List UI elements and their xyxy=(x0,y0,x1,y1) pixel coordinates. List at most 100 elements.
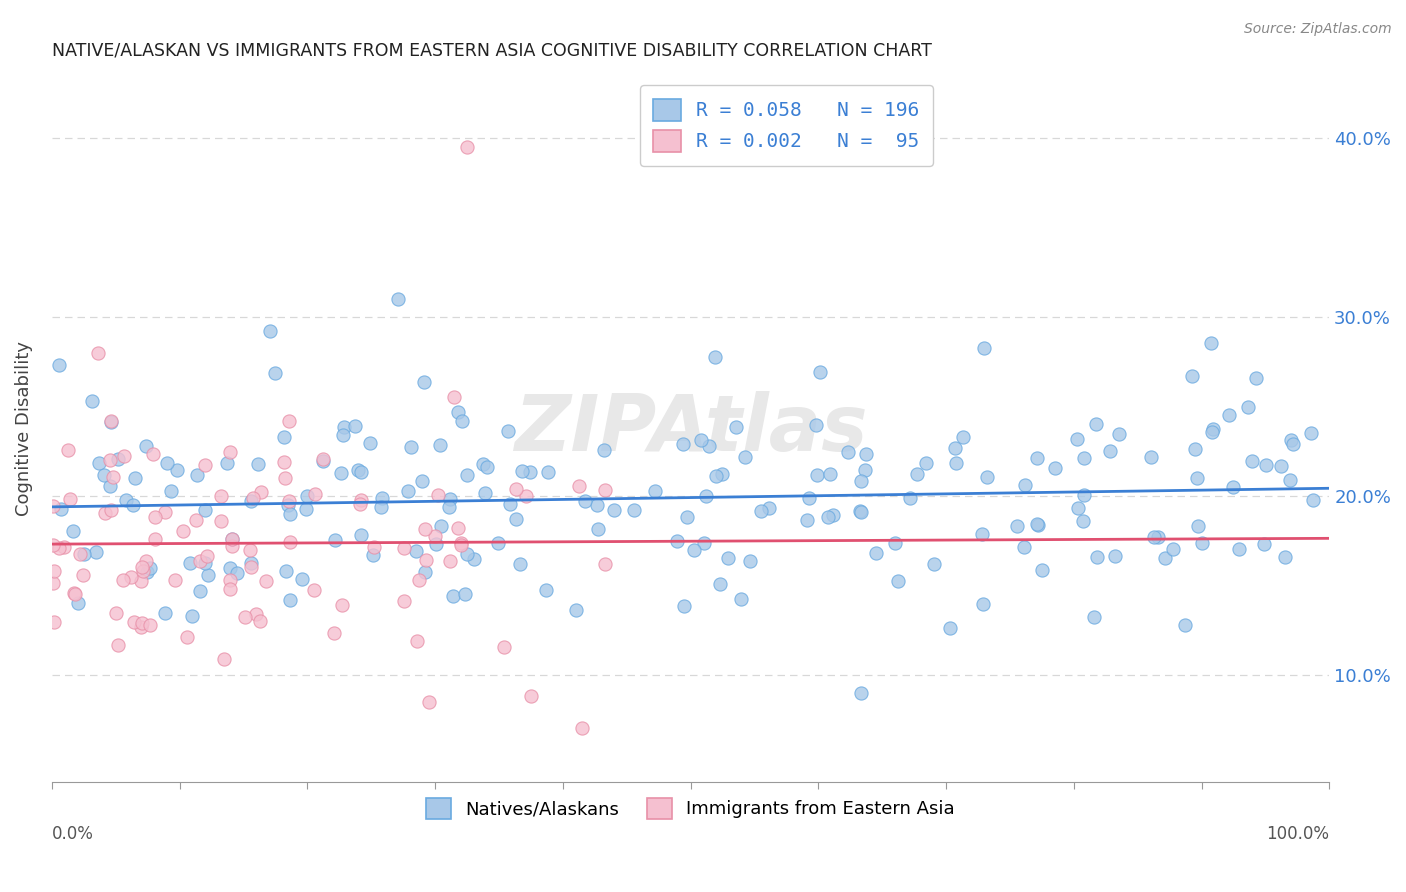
Point xyxy=(447,405,470,419)
Point xyxy=(430,518,453,533)
Point xyxy=(139,618,162,632)
Point xyxy=(472,458,495,472)
Point xyxy=(817,509,839,524)
Point xyxy=(259,324,281,338)
Point xyxy=(972,597,994,611)
Point xyxy=(250,484,273,499)
Point xyxy=(676,510,699,524)
Point xyxy=(52,540,75,554)
Point xyxy=(443,390,465,404)
Point xyxy=(447,520,470,534)
Point xyxy=(695,489,717,503)
Point xyxy=(711,467,734,481)
Point xyxy=(565,603,588,617)
Point xyxy=(209,489,232,503)
Point xyxy=(124,615,146,629)
Point xyxy=(806,468,828,483)
Point xyxy=(249,614,271,628)
Point xyxy=(399,440,422,454)
Point xyxy=(263,367,285,381)
Point xyxy=(93,467,115,482)
Point xyxy=(883,535,905,549)
Point xyxy=(371,491,394,505)
Point xyxy=(363,540,385,554)
Point xyxy=(312,454,335,468)
Point xyxy=(143,510,166,524)
Point xyxy=(84,544,107,558)
Point xyxy=(439,491,461,506)
Point xyxy=(939,621,962,635)
Point xyxy=(519,466,541,480)
Point xyxy=(344,419,367,434)
Point xyxy=(274,471,297,485)
Point xyxy=(905,467,928,481)
Point xyxy=(42,575,65,590)
Point xyxy=(112,449,135,463)
Point xyxy=(1043,461,1066,475)
Point xyxy=(98,479,121,493)
Point xyxy=(1014,477,1036,491)
Point xyxy=(976,469,998,483)
Point xyxy=(671,437,693,451)
Point xyxy=(797,491,820,506)
Point xyxy=(219,582,242,597)
Point xyxy=(322,626,344,640)
Point xyxy=(115,493,138,508)
Point xyxy=(59,491,82,506)
Point xyxy=(165,574,187,588)
Point xyxy=(1302,492,1324,507)
Point xyxy=(1073,488,1095,502)
Point xyxy=(574,494,596,508)
Point xyxy=(387,292,409,306)
Point xyxy=(456,140,478,154)
Point xyxy=(848,504,870,518)
Point xyxy=(225,566,247,581)
Point xyxy=(332,427,354,442)
Point xyxy=(808,365,831,379)
Text: ZIPAtlas: ZIPAtlas xyxy=(513,391,868,467)
Point xyxy=(359,435,381,450)
Point xyxy=(218,445,240,459)
Point xyxy=(48,358,70,372)
Point xyxy=(453,587,475,601)
Point xyxy=(44,564,66,578)
Point xyxy=(209,514,232,528)
Point xyxy=(132,564,155,578)
Point xyxy=(603,503,626,517)
Point xyxy=(363,548,385,562)
Point xyxy=(69,547,91,561)
Point xyxy=(837,445,859,459)
Point xyxy=(510,464,533,478)
Point xyxy=(690,433,713,447)
Point xyxy=(427,488,450,502)
Point xyxy=(1279,474,1302,488)
Point xyxy=(1240,454,1263,468)
Point xyxy=(72,568,94,582)
Point xyxy=(120,569,142,583)
Point xyxy=(219,561,242,575)
Point xyxy=(330,599,353,613)
Point xyxy=(413,522,436,536)
Point xyxy=(1073,450,1095,465)
Point xyxy=(155,505,177,519)
Point xyxy=(887,574,910,589)
Point xyxy=(749,504,772,518)
Point xyxy=(412,375,434,389)
Point xyxy=(450,414,472,428)
Point xyxy=(1071,514,1094,528)
Point xyxy=(1084,417,1107,431)
Point xyxy=(273,430,295,444)
Point xyxy=(87,346,110,360)
Point xyxy=(278,535,301,549)
Point xyxy=(586,498,609,512)
Point xyxy=(153,606,176,620)
Point xyxy=(849,506,872,520)
Point xyxy=(1282,437,1305,451)
Point xyxy=(278,593,301,607)
Point xyxy=(437,500,460,515)
Point xyxy=(463,552,485,566)
Point xyxy=(194,503,217,517)
Point xyxy=(240,556,263,570)
Point xyxy=(184,514,207,528)
Point xyxy=(139,560,162,574)
